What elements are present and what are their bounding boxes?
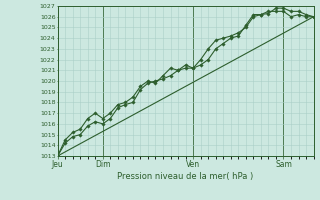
X-axis label: Pression niveau de la mer( hPa ): Pression niveau de la mer( hPa ): [117, 172, 254, 181]
